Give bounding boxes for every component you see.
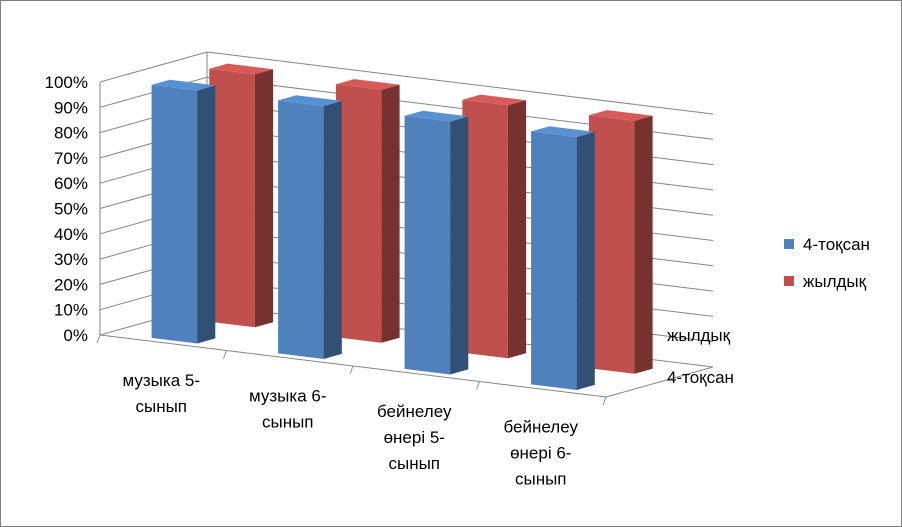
depth-axis-label: 4-тоқсан	[667, 368, 734, 387]
y-tick-label: 40%	[54, 225, 88, 244]
y-tick-label: 80%	[54, 124, 88, 143]
depth-axis-label: жылдық	[667, 326, 731, 345]
x-tick-mark	[96, 334, 101, 344]
x-tick-mark	[476, 381, 480, 390]
bar	[462, 94, 527, 359]
axis-line	[605, 366, 714, 398]
x-tick-mark	[349, 365, 354, 375]
bar	[278, 95, 342, 360]
legend-label: жылдық	[803, 272, 867, 291]
y-tick-label: 20%	[54, 275, 88, 294]
legend-swatch	[784, 239, 794, 249]
bar	[151, 79, 216, 344]
x-category-label: музыка 5-сынып	[123, 371, 201, 416]
y-tick-label: 70%	[54, 149, 88, 168]
bars	[151, 63, 653, 390]
y-tick-label: 100%	[45, 73, 88, 92]
x-category-label: музыка 6-сынып	[249, 386, 327, 431]
x-tick-mark	[602, 396, 607, 406]
bar	[404, 110, 469, 375]
y-axis-tick-labels: 0% 10% 20% 30% 40% 50% 60% 70% 80% 90% 100%	[45, 73, 88, 345]
bar	[209, 63, 274, 328]
y-tick-label: 90%	[54, 98, 88, 117]
depth-axis-labels: жылдық 4-тоқсан	[667, 326, 734, 387]
y-tick-label: 0%	[63, 326, 88, 345]
y-tick-label: 10%	[54, 301, 88, 320]
bar	[588, 110, 653, 374]
legend-label: 4-тоқсан	[803, 235, 870, 254]
x-category-label: бейнелеу өнері 5-сынып	[377, 402, 452, 473]
legend-swatch	[784, 276, 794, 286]
bar	[335, 79, 400, 343]
bar	[531, 126, 595, 390]
y-tick-label: 30%	[54, 250, 88, 269]
x-category-label: бейнелеу өнері 6-сынып	[504, 417, 579, 488]
legend: 4-тоқсан жылдық	[784, 235, 870, 291]
x-axis-category-labels: музыка 5-сынып музыка 6-сынып бейнелеу өнер…	[123, 371, 579, 489]
y-tick-label: 60%	[54, 174, 88, 193]
x-tick-mark	[223, 350, 227, 359]
y-tick-label: 50%	[54, 200, 88, 219]
